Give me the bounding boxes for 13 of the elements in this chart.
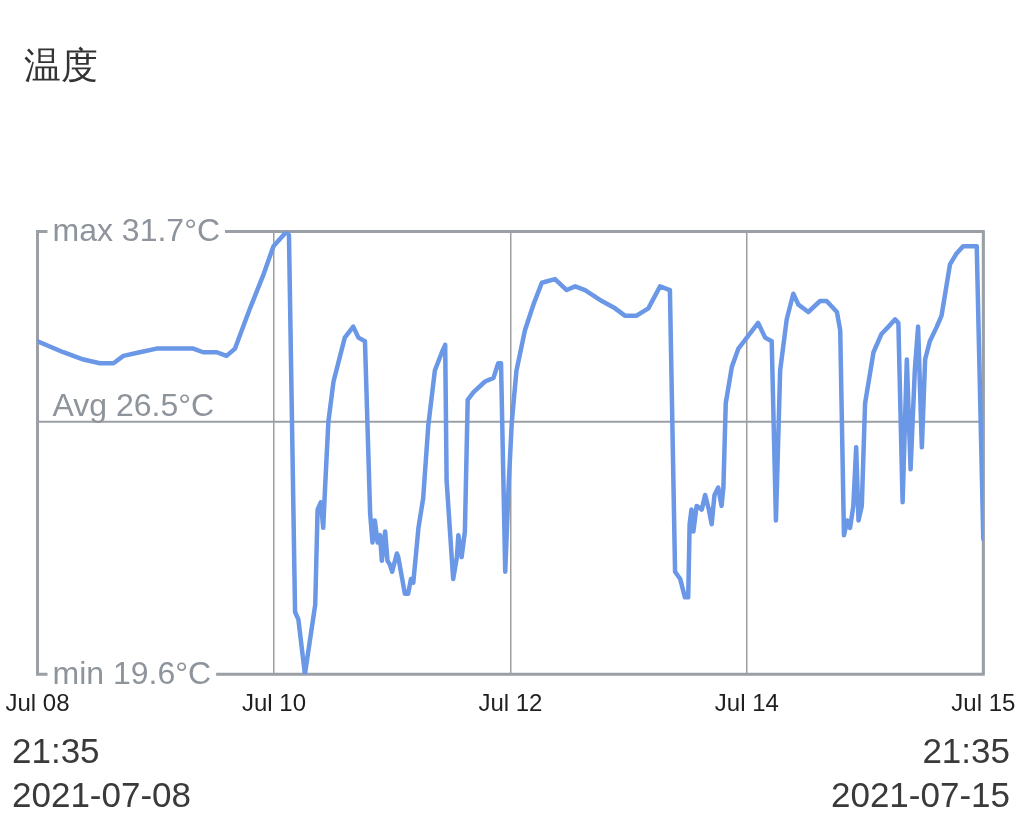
ref-line-label: Avg 26.5°C	[52, 386, 215, 423]
text: 21:35 2021-07-08	[12, 730, 192, 816]
chart-title: 温度	[24, 43, 98, 89]
y-tick-label: 19.6°C	[112, 655, 212, 692]
y-tick-label: 31.7°C	[121, 212, 221, 249]
x-tick-label: Jul 08	[5, 689, 70, 717]
annotation: max	[52, 212, 113, 249]
text: 21:35 2021-07-15	[830, 730, 1010, 816]
x-tick-label: Jul 12	[478, 689, 543, 717]
annotation: min	[52, 655, 105, 692]
x-tick-label: Jul 10	[241, 689, 306, 717]
x-tick-label: Jul 15	[951, 689, 1016, 717]
x-tick-label: Jul 14	[714, 689, 779, 717]
